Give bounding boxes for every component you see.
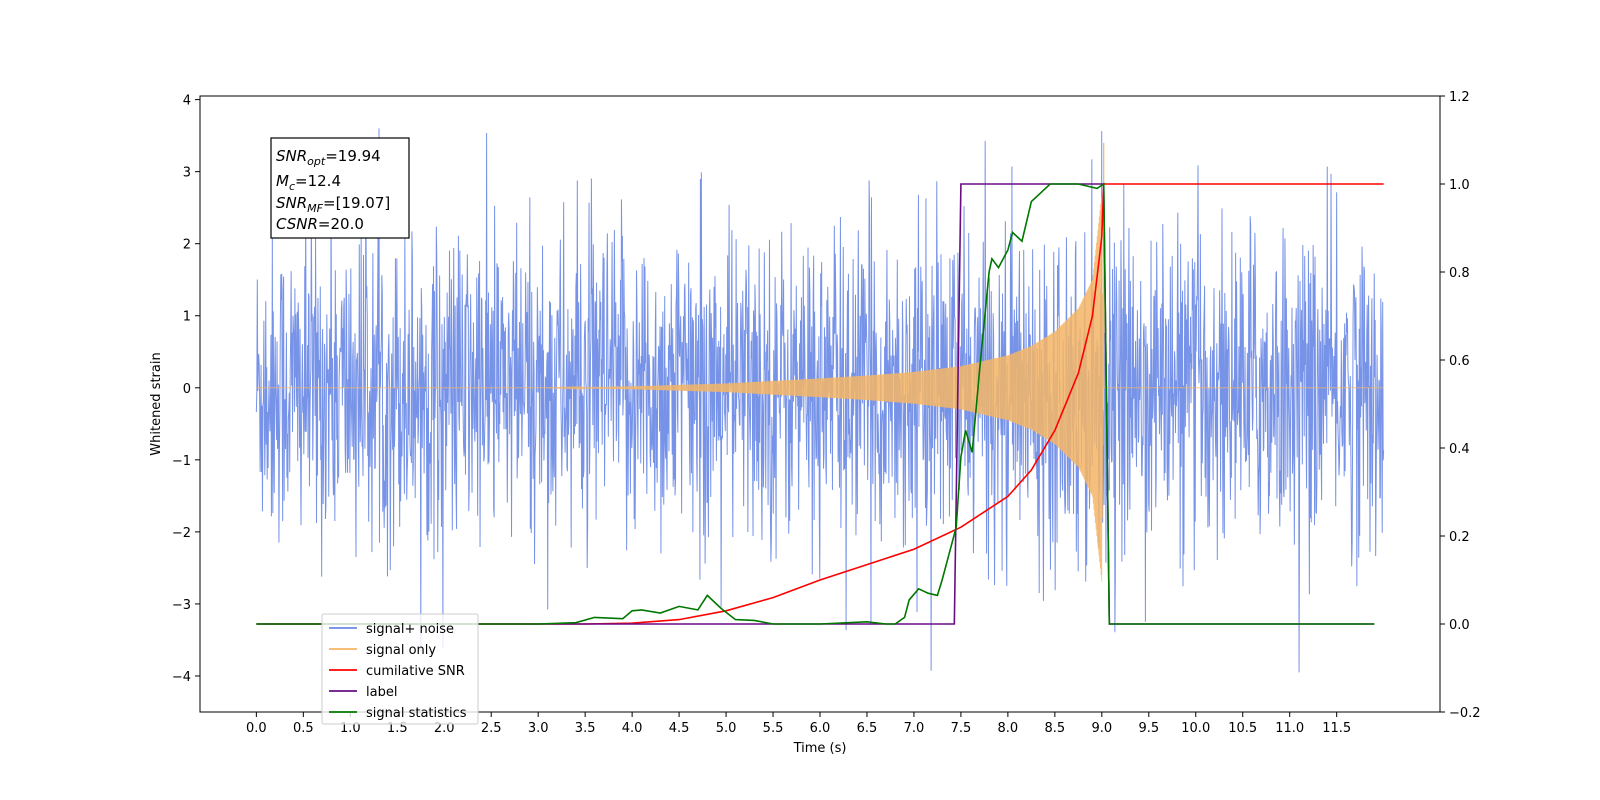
y-left-tick-label: 4 xyxy=(183,94,191,109)
x-axis-ticks: 0.0 0.5 1.0 1.5 2.0 2.5 3.0 3.5 4.0 4.5 5.0 5.5 6.0 6… xyxy=(246,712,1351,736)
series-signal-only-line xyxy=(256,197,1384,582)
y-left-tick-label: 2 xyxy=(183,238,191,253)
x-tick-label: 9.0 xyxy=(1091,721,1112,736)
y-right-tick-label: 1.2 xyxy=(1449,90,1470,105)
y-axis-label: Whitened strain xyxy=(149,352,164,455)
annotation-snr-mf: SNRMF=[19.07] xyxy=(276,194,390,215)
series-signal-noise-line xyxy=(255,128,1385,673)
x-tick-label: 5.5 xyxy=(763,721,784,736)
y-right-tick-label: −0.2 xyxy=(1449,706,1481,721)
y-left-axis-ticks: 4 3 2 1 0 −1 −2 −3 −4 xyxy=(172,94,200,685)
x-tick-label: 8.0 xyxy=(998,721,1019,736)
x-tick-label: 0.5 xyxy=(293,721,314,736)
x-tick-label: 4.5 xyxy=(669,721,690,736)
x-tick-label: 11.0 xyxy=(1275,721,1304,736)
y-left-tick-label: −3 xyxy=(172,598,191,613)
y-left-tick-label: −2 xyxy=(172,526,191,541)
x-tick-label: 1.5 xyxy=(387,721,408,736)
y-right-tick-label: 0.2 xyxy=(1449,530,1470,545)
y-right-tick-label: 0.8 xyxy=(1449,266,1470,281)
x-axis-label: Time (s) xyxy=(793,741,847,756)
series-layer xyxy=(255,128,1385,673)
series-signal-statistics-line xyxy=(256,182,1375,625)
y-left-tick-label: −4 xyxy=(172,670,191,685)
x-tick-label: 4.0 xyxy=(622,721,643,736)
x-tick-label: 6.5 xyxy=(857,721,878,736)
legend-signal-statistics-label: signal statistics xyxy=(366,706,467,721)
legend-cumulative-snr-label: cumilative SNR xyxy=(366,664,465,679)
x-tick-label: 11.5 xyxy=(1322,721,1351,736)
x-tick-label: 3.0 xyxy=(528,721,549,736)
y-left-tick-label: 1 xyxy=(183,310,191,325)
x-tick-label: 7.0 xyxy=(904,721,925,736)
x-tick-label: 6.0 xyxy=(810,721,831,736)
legend-signal-only-label: signal only xyxy=(366,643,436,658)
x-tick-label: 2.5 xyxy=(481,721,502,736)
annotation-snr-opt: SNRopt=19.94 xyxy=(276,147,381,168)
y-right-tick-label: 1.0 xyxy=(1449,178,1470,193)
x-tick-label: 10.0 xyxy=(1181,721,1210,736)
x-tick-label: 9.5 xyxy=(1138,721,1159,736)
x-tick-label: 2.0 xyxy=(434,721,455,736)
y-left-tick-label: 3 xyxy=(183,166,191,181)
x-tick-label: 5.0 xyxy=(716,721,737,736)
legend-label-label: label xyxy=(366,685,397,700)
legend: signal+ noise signal only cumilative SNR la… xyxy=(321,613,479,725)
annotation-box: SNRopt=19.94 Mc=12.4 SNRMF=[19.07] CSNR=… xyxy=(270,137,410,239)
y-right-tick-label: 0.4 xyxy=(1449,442,1470,457)
y-right-tick-label: 0.6 xyxy=(1449,354,1470,369)
x-tick-label: 1.0 xyxy=(340,721,361,736)
x-tick-label: 10.5 xyxy=(1228,721,1257,736)
annotation-csnr: CSNR=20.0 xyxy=(276,215,364,233)
y-right-axis-ticks: 1.2 1.0 0.8 0.6 0.4 0.2 0.0 −0.2 xyxy=(1440,90,1481,721)
y-left-tick-label: 0 xyxy=(183,382,191,397)
annotation-mc: Mc=12.4 xyxy=(276,172,341,193)
y-left-tick-label: −1 xyxy=(172,454,191,469)
legend-signal-noise-label: signal+ noise xyxy=(366,622,454,637)
series-cumulative-snr-line xyxy=(256,183,1384,625)
y-right-tick-label: 0.0 xyxy=(1449,618,1470,633)
x-tick-label: 8.5 xyxy=(1045,721,1066,736)
x-tick-label: 0.0 xyxy=(246,721,267,736)
x-tick-label: 3.5 xyxy=(575,721,596,736)
x-tick-label: 7.5 xyxy=(951,721,972,736)
